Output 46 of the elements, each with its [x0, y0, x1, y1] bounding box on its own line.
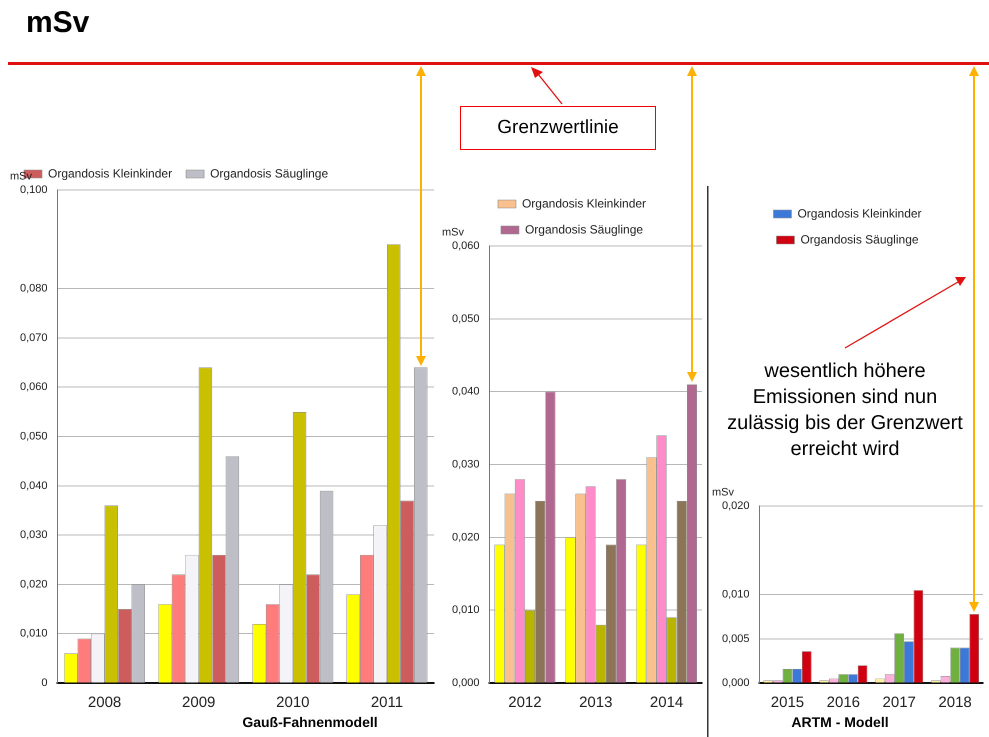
legend-label: Organdosis Säuglinge: [800, 232, 919, 246]
y-tick-label: 0,000: [452, 677, 480, 690]
x-tick-label: 2008: [88, 694, 122, 712]
text: ARTM - Modell: [790, 714, 890, 730]
y-tick-label: 0,040: [20, 480, 48, 492]
y-tick-label: 0,005: [722, 632, 750, 645]
y-axis-title: mSv: [712, 486, 734, 499]
x-tick-label: 2012: [508, 694, 542, 712]
y-tick-label: 0,000: [722, 677, 750, 690]
x-tick-label: 2009: [182, 694, 216, 712]
y-axis-title: mSv: [442, 226, 464, 239]
y-tick-label: 0,010: [20, 628, 48, 640]
x-tick-label: 2016: [826, 694, 860, 712]
x-tick-label: 2017: [882, 694, 916, 712]
y-tick-label: 0,100: [20, 184, 48, 196]
y-axis-title: mSv: [10, 170, 32, 183]
y-tick-label: 0,050: [452, 312, 480, 325]
text: wesentlich höhere Emissionen sind nun zulässig bis der Grenzwert erreicht wird: [716, 358, 974, 462]
legend-label: Organdosis Kleinkinder: [522, 196, 646, 210]
x-tick-label: 2014: [650, 694, 684, 712]
legend-label: Organdosis Kleinkinder: [797, 206, 922, 220]
y-tick-label: 0,050: [20, 430, 48, 443]
x-tick-label: 2010: [276, 694, 310, 712]
text: Grenzwertlinie: [460, 106, 656, 150]
y-tick-label: 0,010: [722, 588, 750, 601]
y-tick-label: 0,030: [452, 458, 480, 471]
x-tick-label: 2013: [579, 694, 612, 712]
x-tick-label: 2011: [370, 694, 404, 712]
y-tick-label: 0,020: [722, 500, 750, 512]
y-tick-label: 0,020: [452, 531, 480, 544]
y-tick-label: 0,070: [20, 332, 48, 344]
legend-label: Organdosis Säuglinge: [210, 166, 328, 180]
y-tick-label: 0,060: [20, 381, 48, 394]
legend-label: Organdosis Kleinkinder: [48, 166, 172, 180]
y-tick-label: 0,040: [452, 386, 480, 398]
y-tick-label: 0,080: [20, 282, 48, 295]
y-tick-label: 0,060: [452, 240, 480, 252]
y-tick-label: 0: [41, 677, 48, 690]
text: mSv: [26, 6, 90, 40]
y-tick-label: 0,020: [20, 578, 48, 590]
x-tick-label: 2015: [770, 694, 804, 712]
text: Gauß-Fahnenmodell: [241, 714, 379, 730]
y-tick-label: 0,030: [20, 529, 48, 542]
y-tick-label: 0,010: [452, 604, 480, 616]
x-tick-label: 2018: [938, 694, 972, 712]
legend-label: Organdosis Säuglinge: [524, 222, 644, 236]
